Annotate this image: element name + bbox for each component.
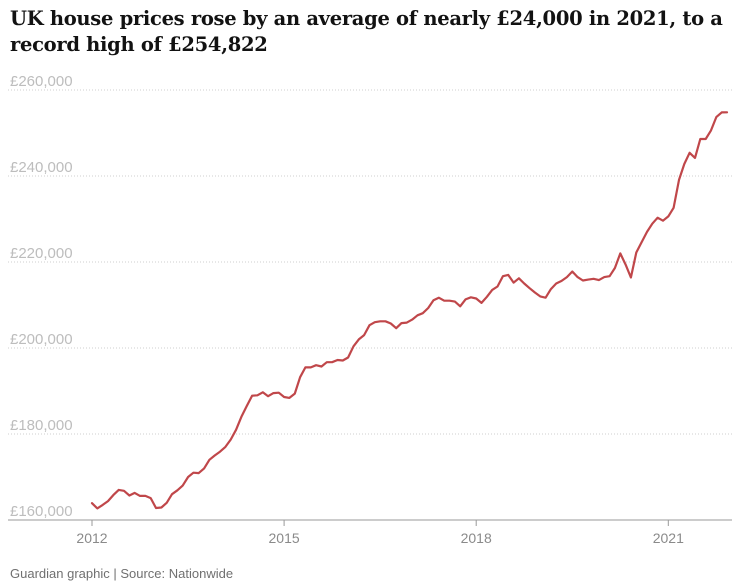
y-tick-label: £180,000 <box>10 417 73 434</box>
y-tick-label: £220,000 <box>10 245 73 262</box>
source-note: Guardian graphic | Source: Nationwide <box>10 566 234 581</box>
series-line <box>90 111 729 510</box>
x-tick-label: 2015 <box>269 530 300 546</box>
y-tick-label: £240,000 <box>10 159 73 176</box>
y-tick-label: £260,000 <box>10 73 73 90</box>
chart-title: UK house prices rose by an average of ne… <box>10 7 723 56</box>
line-chart: 2012 2015 2018 2021 £160,000 £180,000 £200,00… <box>8 73 732 546</box>
y-tick-label: £200,000 <box>10 331 73 348</box>
x-axis: 2012 2015 2018 2021 <box>76 520 684 546</box>
gridlines <box>8 89 732 521</box>
y-tick-label: £160,000 <box>10 503 73 520</box>
x-tick-label: 2018 <box>461 530 492 546</box>
x-tick-label: 2021 <box>653 530 684 546</box>
x-tick-label: 2012 <box>76 530 107 546</box>
series-group <box>90 111 729 510</box>
y-axis-labels: £160,000 £180,000 £200,000 £220,000 £240,000… <box>10 73 73 520</box>
